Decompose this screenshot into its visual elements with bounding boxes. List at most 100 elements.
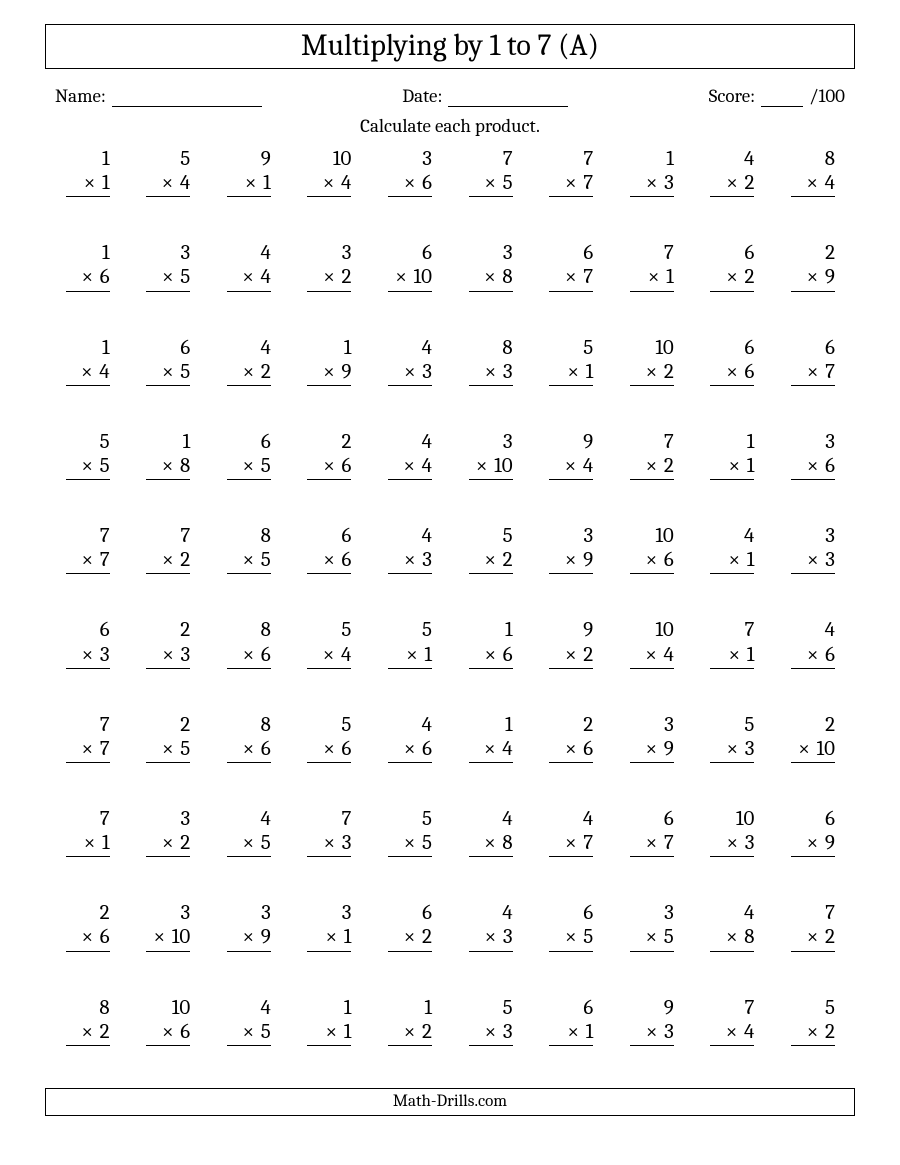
multiplication-problem: 6× 3 <box>47 618 128 668</box>
multiplication-problem: 3× 9 <box>208 901 289 951</box>
multiply-symbol: × <box>81 454 95 478</box>
multiplication-problem: 2× 5 <box>128 713 209 763</box>
multiplier-row: × 7 <box>549 265 593 291</box>
multiplicand: 6 <box>100 618 110 642</box>
multiplier-row: × 3 <box>388 548 432 574</box>
multiplication-problem: 4× 7 <box>531 807 612 857</box>
multiplicand: 8 <box>261 524 271 548</box>
multiplicand: 6 <box>583 241 593 265</box>
multiplication-problem: 1× 9 <box>289 336 370 386</box>
multiplier-row: × 7 <box>66 737 110 763</box>
multiplicand: 3 <box>503 430 513 454</box>
multiplier-row: × 2 <box>388 1020 432 1046</box>
multiplicand: 6 <box>825 807 835 831</box>
multiplication-problem: 5× 3 <box>692 713 773 763</box>
score-blank[interactable] <box>761 87 803 107</box>
multiply-symbol: × <box>162 454 176 478</box>
multiplication-problem: 7× 5 <box>450 147 531 197</box>
date-blank[interactable] <box>448 87 568 107</box>
multiplication-problem: 5× 6 <box>289 713 370 763</box>
multiply-symbol: × <box>726 737 740 761</box>
multiplier-row: × 1 <box>66 171 110 197</box>
multiplicand: 7 <box>100 524 110 548</box>
multiplier-row: × 9 <box>307 360 351 386</box>
multiplication-problem: 3× 10 <box>450 430 531 480</box>
multiplier-row: × 2 <box>469 548 513 574</box>
multiplier-row: × 5 <box>388 831 432 857</box>
multiplier-row: × 4 <box>307 171 351 197</box>
multiply-symbol: × <box>243 831 257 855</box>
multiplicand: 1 <box>102 147 110 171</box>
multiplication-problem: 9× 1 <box>208 147 289 197</box>
multiplier-row: × 8 <box>146 454 190 480</box>
multiply-symbol: × <box>403 454 417 478</box>
multiplier-row: × 7 <box>791 360 835 386</box>
multiply-symbol: × <box>81 925 95 949</box>
multiplicand: 2 <box>825 713 835 737</box>
multiplier-row: × 3 <box>630 1020 674 1046</box>
multiplication-problem: 7× 4 <box>692 996 773 1046</box>
multiplier-row: × 1 <box>710 548 754 574</box>
multiplier-row: × 6 <box>388 737 432 763</box>
multiplier-row: × 2 <box>630 360 674 386</box>
multiplicand: 6 <box>342 524 352 548</box>
name-blank[interactable] <box>112 87 262 107</box>
multiplicand: 1 <box>424 996 432 1020</box>
multiplication-problem: 10× 4 <box>611 618 692 668</box>
multiplication-problem: 4× 4 <box>208 241 289 291</box>
multiply-symbol: × <box>807 265 821 289</box>
multiplier-row: × 9 <box>630 737 674 763</box>
multiply-symbol: × <box>565 643 579 667</box>
multiplier-row: × 3 <box>630 171 674 197</box>
multiplicand: 7 <box>503 147 513 171</box>
page-title: Multiplying by 1 to 7 (A) <box>45 24 855 69</box>
multiplier-row: × 6 <box>710 360 754 386</box>
multiplier-row: × 9 <box>791 831 835 857</box>
multiply-symbol: × <box>807 548 821 572</box>
multiplier-row: × 4 <box>146 171 190 197</box>
multiply-symbol: × <box>485 1020 499 1044</box>
multiplier-row: × 3 <box>469 1020 513 1046</box>
multiplication-problem: 8× 6 <box>208 713 289 763</box>
multiply-symbol: × <box>485 360 499 384</box>
multiplier-row: × 6 <box>469 643 513 669</box>
multiplier-row: × 1 <box>549 1020 593 1046</box>
multiplier-row: × 1 <box>549 360 593 386</box>
multiplicand: 6 <box>261 430 271 454</box>
multiplier-row: × 8 <box>469 265 513 291</box>
multiply-symbol: × <box>726 1020 740 1044</box>
multiplier-row: × 5 <box>630 925 674 951</box>
multiplicand: 8 <box>825 147 835 171</box>
multiply-symbol: × <box>729 454 743 478</box>
multiplicand: 9 <box>583 618 593 642</box>
multiplier-row: × 6 <box>549 737 593 763</box>
multiply-symbol: × <box>645 643 659 667</box>
multiplicand: 7 <box>100 807 110 831</box>
multiplier-row: × 4 <box>469 737 513 763</box>
multiplicand: 6 <box>422 241 432 265</box>
multiplier-row: × 2 <box>388 925 432 951</box>
multiplication-problem: 6× 2 <box>692 241 773 291</box>
multiplication-problem: 1× 2 <box>369 996 450 1046</box>
multiplication-problem: 4× 3 <box>369 524 450 574</box>
multiplicand: 1 <box>505 618 513 642</box>
multiplier-row: × 3 <box>66 643 110 669</box>
problem-grid: 1× 15× 49× 110× 43× 67× 57× 71× 34× 28× … <box>45 147 855 1046</box>
multiply-symbol: × <box>84 171 98 195</box>
multiplicand: 7 <box>664 430 674 454</box>
multiplicand: 6 <box>745 336 755 360</box>
multiplication-problem: 4× 2 <box>692 147 773 197</box>
multiplicand: 8 <box>261 713 271 737</box>
multiplicand: 7 <box>583 147 593 171</box>
multiplier-row: × 1 <box>227 171 271 197</box>
multiply-symbol: × <box>323 737 337 761</box>
multiplicand: 4 <box>422 524 432 548</box>
multiplicand: 6 <box>583 996 593 1020</box>
multiplicand: 1 <box>505 713 513 737</box>
multiplicand: 3 <box>825 524 835 548</box>
multiply-symbol: × <box>807 1020 821 1044</box>
multiplication-problem: 7× 7 <box>47 713 128 763</box>
multiplication-problem: 9× 2 <box>531 618 612 668</box>
multiply-symbol: × <box>726 831 740 855</box>
multiply-symbol: × <box>242 265 256 289</box>
